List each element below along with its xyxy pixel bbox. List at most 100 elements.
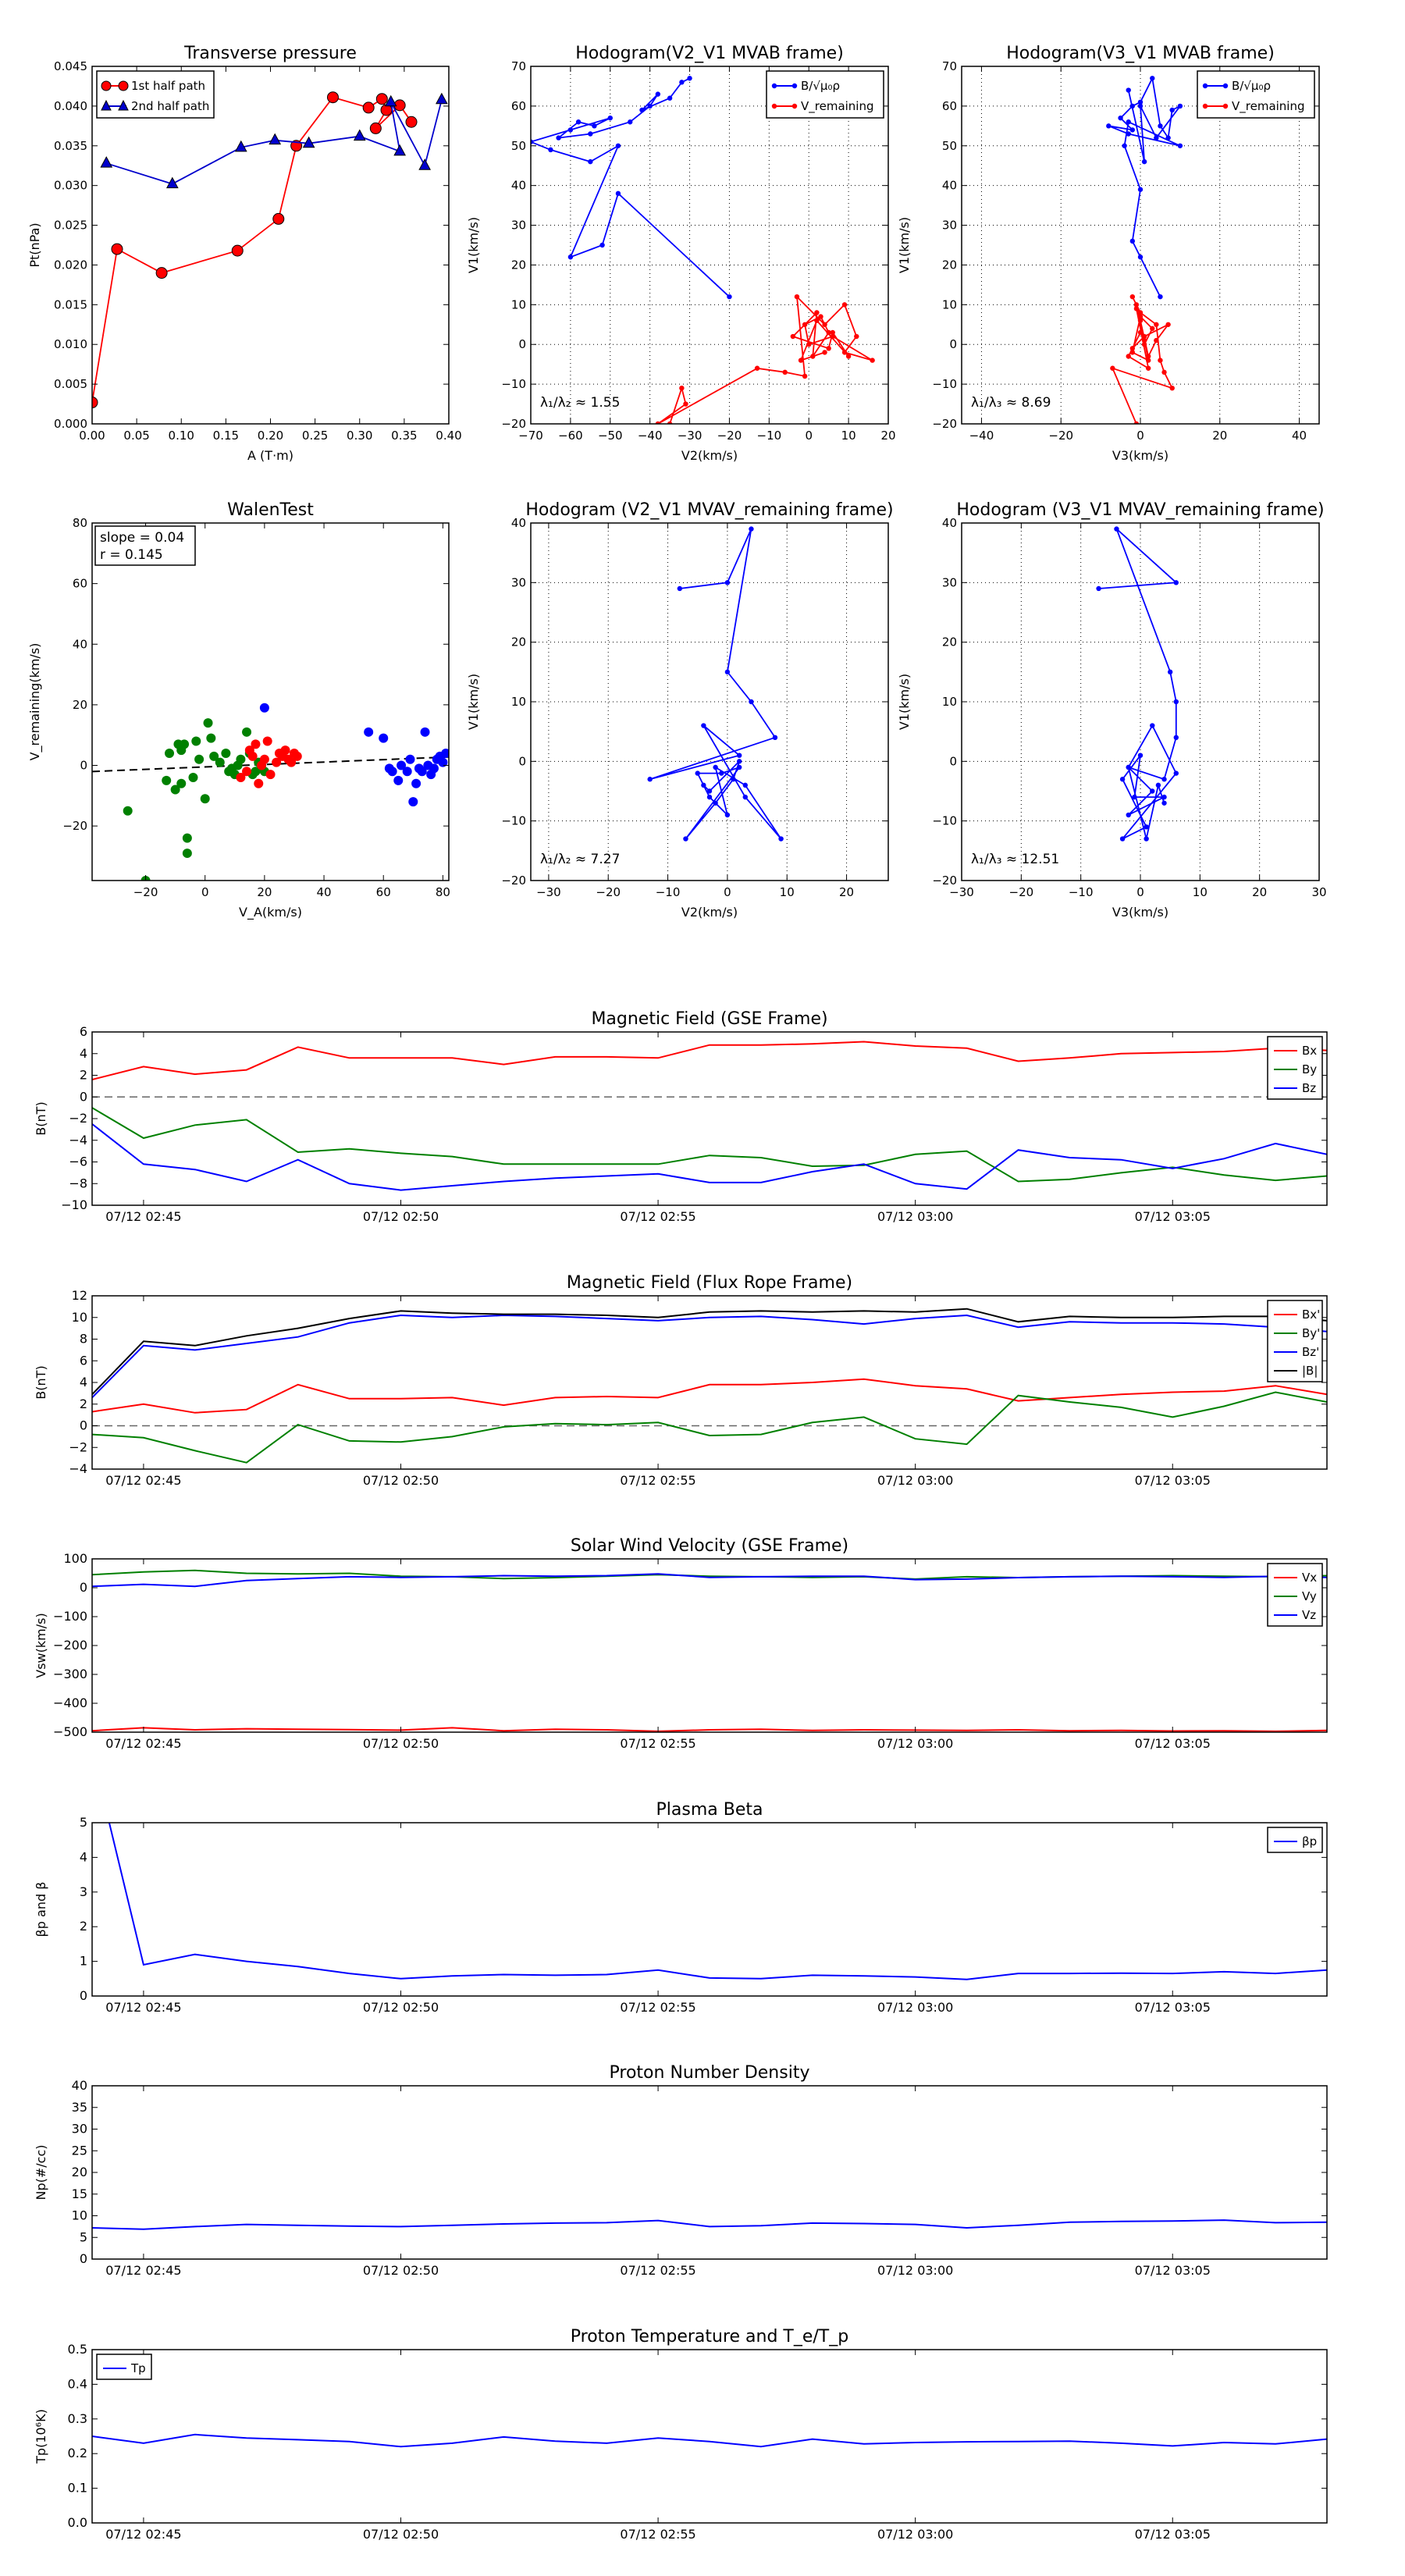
chart-t5: 07/12 02:45 07/12 02:50 07/12 02:55 07/12 0… [34,2063,1328,2278]
data-point [251,739,261,749]
data-point [292,751,302,761]
data-point [236,754,246,764]
y-tick-label: 0.020 [54,258,87,272]
plot-area [92,2433,1327,2448]
y-tick-label: 0.045 [54,59,87,73]
data-point [531,139,534,144]
legend-label: V_remaining [1232,99,1305,114]
legend-label: Bx [1302,1044,1317,1058]
y-axis-label: Vsw(km/s) [34,1613,48,1678]
x-tick-label: 07/12 02:45 [105,2527,181,2542]
data-point [1122,143,1127,148]
x-tick-label: −20 [717,429,742,443]
axes-frame [961,66,1320,425]
data-point [408,797,418,807]
y-axis-label: βp and β [34,1882,48,1937]
legend-label: Tp [130,2361,146,2375]
data-point [655,91,661,97]
data-point [854,333,859,340]
data-point [1158,358,1163,363]
series-line-3 [92,1308,1327,1395]
x-tick-label: 0 [805,429,813,443]
x-tick-label: 0 [1136,429,1144,443]
data-point [592,123,597,129]
data-point [1137,310,1144,315]
x-tick-label: 07/12 03:05 [1135,2263,1211,2278]
x-tick-label: 07/12 02:50 [363,1736,439,1751]
x-tick-label: 0.20 [258,429,283,443]
chart-t3: 07/12 02:45 07/12 02:50 07/12 02:55 07/12 0… [34,1536,1328,1751]
legend-box [96,2354,152,2380]
x-tick-label: −20 [1009,885,1034,899]
data-point [713,800,718,806]
legend-marker [118,80,129,91]
y-tick-label: 2 [80,1919,87,1934]
y-axis-label: V1(km/s) [466,674,481,730]
legend-marker [1202,103,1208,109]
data-point [841,302,848,308]
plot-area [92,1041,1327,1191]
data-point [742,782,748,788]
plot-area [1106,76,1183,424]
data-point [870,358,875,363]
chart-title: Transverse pressure [183,44,357,63]
chart-title: Hodogram (V3_V1 MVAV_remaining frame) [956,500,1324,520]
x-tick-label: 07/12 02:55 [620,2000,695,2015]
axes-frame [91,1295,1328,1470]
data-point [123,806,133,816]
x-tick-label: 20 [1212,429,1227,443]
data-point [1129,103,1136,109]
data-point [393,144,406,156]
data-point [724,812,731,818]
y-tick-label: 20 [942,635,957,649]
data-point [353,129,366,141]
x-tick-label: 0.15 [213,429,239,443]
data-point [191,736,201,746]
y-tick-label: 20 [942,258,957,272]
data-point [822,322,827,327]
y-tick-label: 0.015 [54,297,87,311]
y-tick-label: 4 [80,1046,87,1061]
chart-t2: 07/12 02:45 07/12 02:50 07/12 02:55 07/12 0… [34,1273,1328,1488]
data-point [845,354,852,359]
plot-area [92,1569,1327,1732]
y-tick-label: 20 [511,258,526,272]
x-tick-label: 0.40 [436,429,461,443]
x-tick-label: 07/12 02:50 [363,2527,439,2542]
plot-area [92,2219,1327,2230]
x-tick-label: 07/12 03:00 [877,1209,953,1224]
plot-area [92,91,448,409]
data-point [286,757,297,767]
y-tick-label: −10 [501,814,526,828]
chart-p4: −20 0 20 40 60 80 −20 0 20 40 60 80 WalenTest V_A(km/… [27,500,450,920]
y-tick-label: −6 [69,1155,87,1169]
data-point [1169,107,1175,113]
legend-marker [101,80,112,91]
y-tick-label: 60 [511,99,526,113]
y-axis-label: V1(km/s) [466,217,481,273]
data-point [387,767,397,777]
y-tick-label: 0 [80,1089,87,1104]
data-point [695,770,700,776]
data-point [364,727,374,737]
chart-title: Hodogram(V2_V1 MVAB frame) [575,44,844,63]
data-point [242,727,252,737]
x-tick-label: 0 [201,885,209,899]
annotation-text: λ₁/λ₃ ≈ 12.51 [971,852,1059,867]
data-point [429,763,439,774]
data-point [1137,753,1144,758]
x-tick-label: 10 [841,429,856,443]
y-tick-label: 30 [942,219,957,233]
x-tick-label: 10 [1193,885,1208,899]
legend-marker [1222,83,1229,89]
legend-label: Bz [1302,1081,1316,1095]
data-point [1150,76,1155,81]
y-tick-label: −500 [53,1724,87,1739]
annotation-text: λ₁/λ₂ ≈ 1.55 [540,395,620,411]
data-point [411,778,422,788]
data-point [639,107,645,113]
chart-title: Solar Wind Velocity (GSE Frame) [571,1536,848,1556]
series-line-0 [1108,76,1181,297]
